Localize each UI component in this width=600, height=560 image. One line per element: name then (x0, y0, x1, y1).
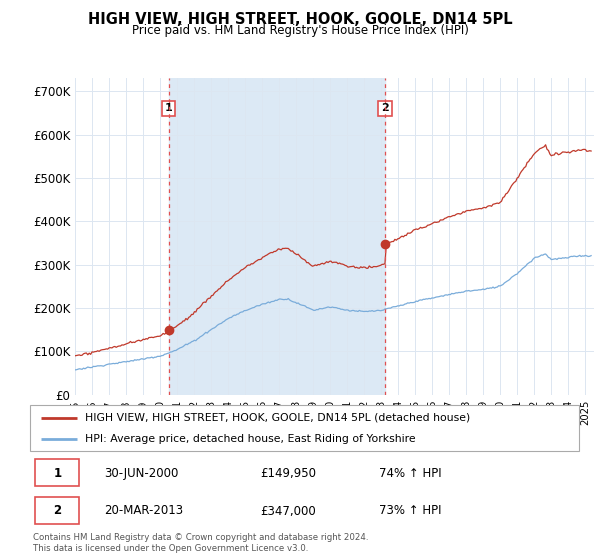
Text: £149,950: £149,950 (260, 466, 317, 480)
Text: 1: 1 (165, 104, 172, 114)
Text: HIGH VIEW, HIGH STREET, HOOK, GOOLE, DN14 5PL: HIGH VIEW, HIGH STREET, HOOK, GOOLE, DN1… (88, 12, 512, 27)
Text: 74% ↑ HPI: 74% ↑ HPI (379, 466, 441, 480)
FancyBboxPatch shape (35, 459, 79, 486)
Text: 73% ↑ HPI: 73% ↑ HPI (379, 505, 441, 517)
Text: 30-JUN-2000: 30-JUN-2000 (104, 466, 178, 480)
Text: HPI: Average price, detached house, East Riding of Yorkshire: HPI: Average price, detached house, East… (85, 435, 416, 444)
Text: Contains HM Land Registry data © Crown copyright and database right 2024.
This d: Contains HM Land Registry data © Crown c… (33, 533, 368, 553)
Text: 2: 2 (53, 505, 62, 517)
Text: Price paid vs. HM Land Registry's House Price Index (HPI): Price paid vs. HM Land Registry's House … (131, 24, 469, 36)
Text: £347,000: £347,000 (260, 505, 316, 517)
Text: HIGH VIEW, HIGH STREET, HOOK, GOOLE, DN14 5PL (detached house): HIGH VIEW, HIGH STREET, HOOK, GOOLE, DN1… (85, 413, 470, 423)
Text: 2: 2 (381, 104, 389, 114)
Text: 1: 1 (53, 466, 62, 480)
FancyBboxPatch shape (30, 405, 579, 451)
Bar (169, 78, 385, 395)
FancyBboxPatch shape (35, 497, 79, 524)
Text: 20-MAR-2013: 20-MAR-2013 (104, 505, 183, 517)
